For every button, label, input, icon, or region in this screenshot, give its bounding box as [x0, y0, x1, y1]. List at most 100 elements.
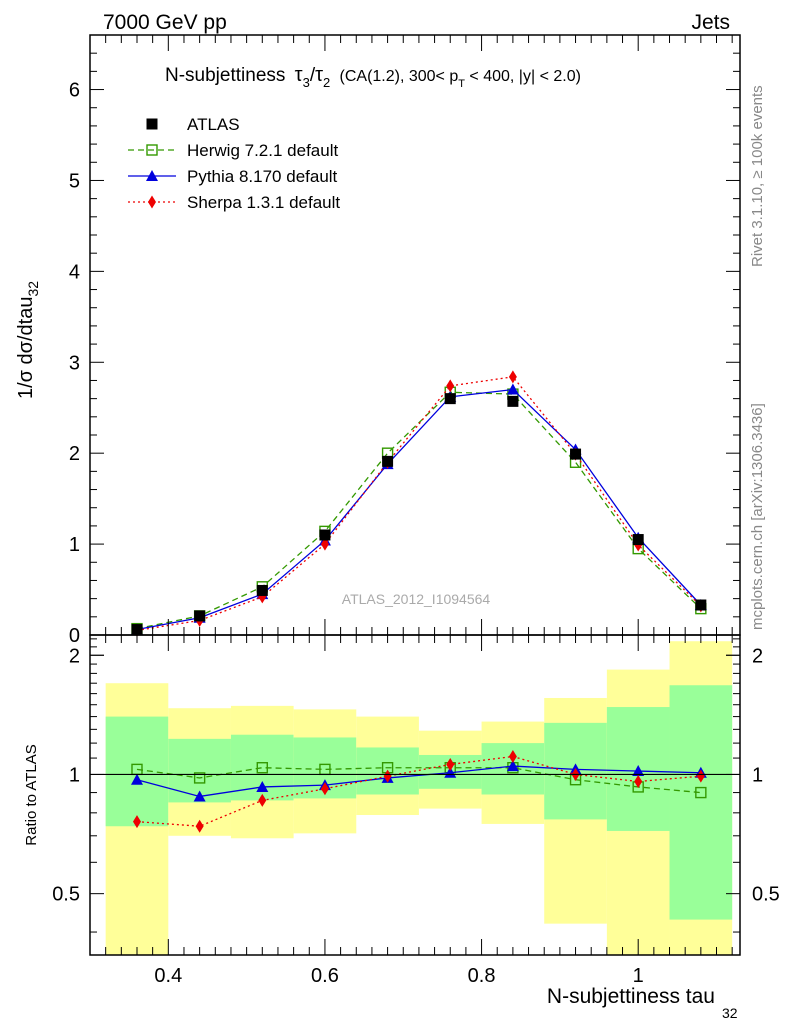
main-title-rest: (CA(1.2), 300< p	[340, 68, 459, 85]
legend-marker	[146, 170, 158, 181]
main-point-sherpa	[446, 379, 455, 393]
x-axis-label: N-subjettiness tau	[547, 985, 715, 1008]
main-y-tick-label: 4	[69, 261, 80, 283]
ratio-point-herwig	[695, 786, 707, 799]
main-line-sherpa	[136, 376, 702, 632]
ratio-series-sherpa	[132, 750, 705, 833]
main-y-tick-label: 2	[69, 443, 80, 465]
legend-label: Herwig 7.2.1 default	[187, 141, 338, 160]
ratio-point-pythia	[506, 760, 519, 772]
legend-label: Pythia 8.170 default	[187, 167, 338, 186]
energy-label: 7000 GeV pp	[103, 11, 227, 34]
legend-marker	[146, 144, 158, 156]
main-title-main: N-subjettiness	[165, 65, 285, 86]
ratio-panel: 0.5 0.5 1 1 2 2 0.4 0.6 0.8 1 Ratio to ATLAS N-su…	[23, 634, 780, 1021]
main-point-data	[695, 599, 707, 611]
ratio-point-sherpa	[508, 750, 517, 764]
main-ylabel-group: 1/σ dσ/dtau32	[15, 281, 41, 399]
ratio-band-inner	[105, 716, 169, 827]
ratio-point-pythia	[130, 773, 143, 785]
rivet-label: Rivet 3.1.10, ≥ 100k events	[749, 85, 766, 267]
ratio-line-pythia	[136, 765, 701, 798]
legend-marker	[146, 118, 158, 130]
ratio-point-sherpa	[696, 769, 705, 783]
ratio-point-sherpa	[132, 815, 141, 829]
process-label: Jets	[691, 11, 730, 34]
main-point-data	[444, 393, 456, 405]
ratio-point-pythia	[632, 765, 645, 777]
main-point-data	[194, 610, 206, 622]
ratio-y-tick-label: 2	[69, 645, 80, 667]
legend-label: ATLAS	[187, 115, 240, 134]
legend-marker	[148, 195, 156, 209]
main-marks	[130, 370, 707, 637]
ratio-point-sherpa	[195, 819, 204, 833]
main-point-data	[319, 529, 331, 541]
main-ylabel: 1/σ dσ/dtau32	[15, 281, 41, 399]
x-axis-label-text: N-subjettiness tau	[547, 985, 715, 1008]
x-tick-label: 1	[633, 965, 644, 987]
ratio-band-inner	[669, 685, 733, 920]
ratio-y-tick-label-right: 1	[752, 764, 763, 786]
legend-label: Sherpa 1.3.1 default	[187, 193, 340, 212]
main-title-tau2: τ	[315, 64, 323, 86]
ratio-frame	[89, 634, 741, 956]
legend-item-pythia: Pythia 8.170 default	[128, 167, 338, 186]
main-point-sherpa	[320, 537, 329, 551]
main-title: N-subjettiness τ3/τ2 (CA(1.2), 300< pT <…	[165, 64, 581, 92]
main-point-data	[382, 455, 394, 467]
ratio-point-herwig	[256, 762, 268, 774]
main-y-tick-label: 3	[69, 352, 80, 374]
main-point-data	[570, 448, 582, 460]
x-axis-label-sub: 32	[722, 1005, 738, 1021]
ratio-y-tick-label-right: 2	[752, 645, 763, 667]
legend: ATLAS Herwig 7.2.1 default Pythia 8.170 de…	[128, 115, 340, 212]
main-line-pythia	[136, 388, 702, 631]
ratio-point-sherpa	[446, 757, 455, 771]
x-tick-label: 0.8	[468, 965, 496, 987]
main-line-herwig	[136, 391, 702, 630]
ratio-point-sherpa	[258, 793, 267, 807]
main-point-pythia	[506, 383, 519, 395]
main-title-tau2-sub: 2	[323, 75, 330, 90]
ratio-line-sherpa	[136, 755, 701, 827]
legend-item-sherpa: Sherpa 1.3.1 default	[128, 193, 340, 212]
ratio-y-tick-label-right: 0.5	[752, 884, 780, 906]
main-ylabel-sub: 32	[25, 281, 41, 297]
main-y-tick-label: 0	[69, 625, 80, 647]
legend-item-data: ATLAS	[146, 115, 240, 134]
ratio-line-herwig	[136, 767, 701, 794]
ratio-y-tick-label: 0.5	[52, 884, 80, 906]
ratio-point-herwig	[193, 772, 206, 784]
ratio-ylabel-group: Ratio to ATLAS	[23, 744, 40, 845]
main-point-data	[256, 584, 268, 596]
mcplots-label: mcplots.cern.ch [arXiv:1306.3436]	[749, 403, 766, 630]
main-title-end: < 400, |y| < 2.0)	[465, 68, 581, 85]
main-y-tick-label: 1	[69, 534, 80, 556]
main-y-tick-label: 6	[69, 80, 80, 102]
ratio-point-pythia	[193, 790, 206, 802]
x-tick-label: 0.6	[311, 965, 339, 987]
main-title-tau3-sub: 3	[303, 75, 310, 90]
ratio-axes: 0.5 0.5 1 1 2 2 0.4 0.6 0.8 1	[52, 635, 780, 987]
ratio-point-sherpa	[320, 782, 329, 796]
ratio-y-tick-label: 1	[69, 764, 80, 786]
main-point-data	[632, 534, 644, 546]
main-title-slash: /	[310, 65, 316, 86]
x-tick-label: 0.4	[154, 965, 182, 987]
ratio-ylabel: Ratio to ATLAS	[23, 744, 40, 845]
main-ylabel-text: 1/σ dσ/dtau	[15, 297, 37, 400]
main-title-pt-sub: T	[458, 78, 465, 90]
main-point-sherpa	[508, 370, 517, 384]
ratio-point-sherpa	[634, 774, 643, 788]
main-title-tau3: τ	[295, 64, 303, 86]
ratio-point-pythia	[256, 780, 269, 792]
main-y-tick-label: 5	[69, 170, 80, 192]
legend-item-herwig: Herwig 7.2.1 default	[128, 141, 338, 160]
main-point-data	[507, 395, 519, 407]
ratio-point-sherpa	[383, 769, 392, 783]
analysis-watermark: ATLAS_2012_I1094564	[342, 591, 491, 607]
